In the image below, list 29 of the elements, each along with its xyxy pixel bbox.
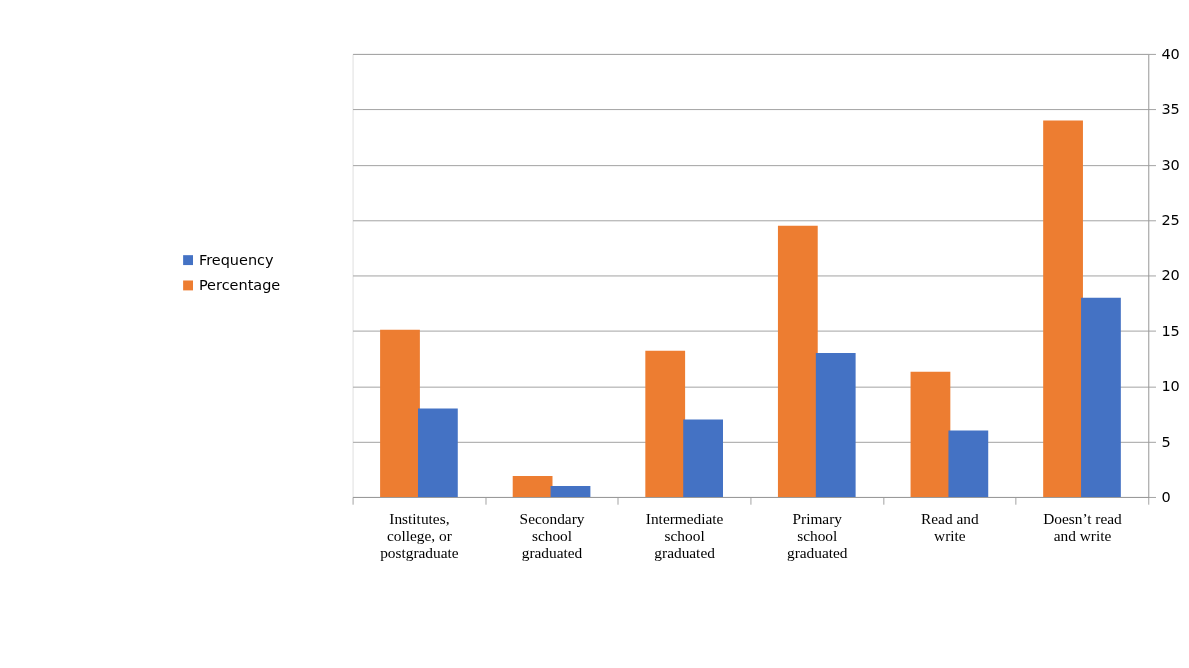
bar: [948, 430, 989, 498]
bar: [683, 419, 723, 498]
y-tick-label: 40: [1161, 45, 1180, 62]
y-tick-label: 15: [1161, 322, 1180, 339]
bar: [1043, 120, 1083, 498]
legend-label: Frequency: [198, 251, 275, 268]
x-tick-label: Institutes, college, or postgraduate: [380, 509, 459, 562]
y-tick-label: 35: [1161, 101, 1180, 118]
bar: [1081, 297, 1121, 498]
y-tick-label: 5: [1161, 433, 1171, 450]
bar: [645, 350, 686, 498]
x-tick-label: Intermediate school graduated: [645, 509, 724, 562]
y-tick-label: 25: [1161, 212, 1180, 229]
bar: [550, 485, 591, 498]
x-tick-label: Primary school graduated: [786, 509, 848, 562]
y-tick-label: 30: [1161, 156, 1180, 173]
x-tick-label: Secondary school graduated: [519, 509, 585, 562]
bar: [512, 475, 553, 498]
y-tick-label: 20: [1161, 267, 1180, 284]
y-tick-label: 0: [1161, 488, 1171, 505]
x-tick-label: Doesn’t read and write: [1043, 509, 1123, 544]
y-tick-label: 10: [1161, 378, 1180, 395]
x-tick-label: Read and write: [921, 509, 979, 544]
bar: [380, 329, 420, 498]
bar: [417, 408, 458, 498]
legend-label: Percentage: [198, 276, 281, 293]
bar: [910, 371, 951, 498]
bar: [815, 353, 856, 498]
bar: [777, 225, 818, 498]
